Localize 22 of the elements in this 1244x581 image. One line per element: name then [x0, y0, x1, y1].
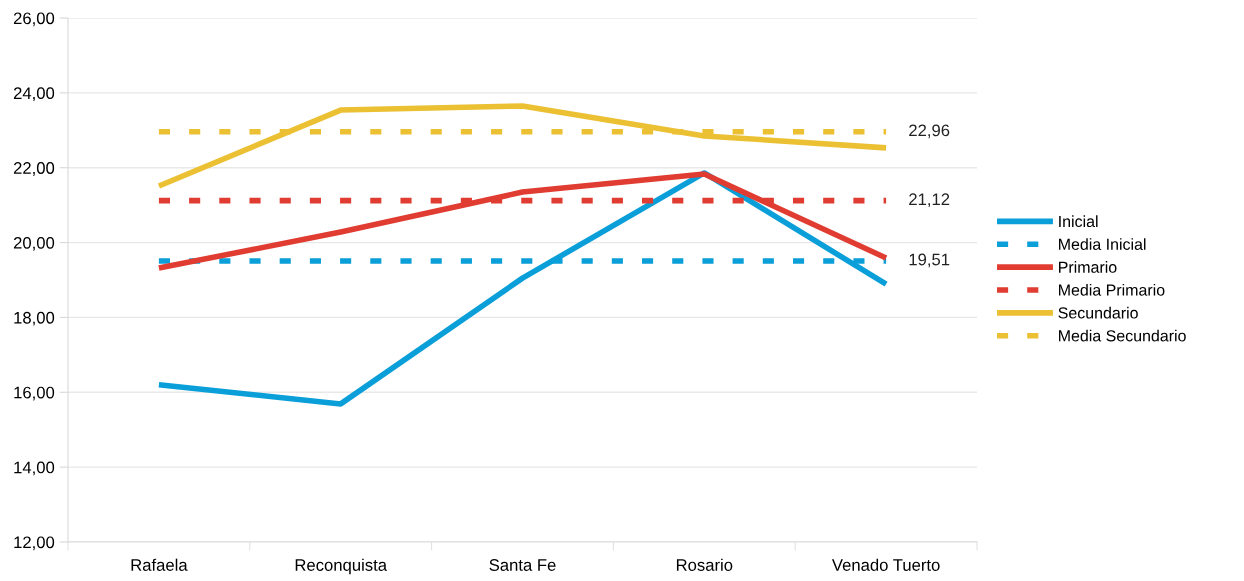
x-tick-label: Rosario: [676, 558, 733, 571]
legend-label: Inicial: [1059, 215, 1098, 228]
legend-label: Media Primario: [1059, 283, 1165, 296]
y-tick-label: 22,00: [13, 162, 55, 176]
data-label: 21,12: [909, 193, 950, 208]
legend-label: Media Inicial: [1059, 238, 1146, 250]
x-tick-label: Venado Tuerto: [831, 558, 940, 571]
legend-label: Media Secundario: [1059, 329, 1186, 342]
data-label: 22,96: [909, 124, 950, 139]
x-tick-label: Santa Fe: [489, 559, 556, 571]
y-tick-label: 12,00: [14, 536, 55, 551]
x-tick-label: Rafaela: [131, 558, 188, 571]
y-tick-label: 26,00: [13, 12, 55, 27]
x-tick-label: Reconquista: [295, 558, 388, 575]
y-tick-label: 24,00: [13, 87, 55, 102]
y-tick-label: 16,00: [14, 386, 55, 401]
y-tick-label: 20,00: [13, 236, 55, 251]
data-label: 19,51: [909, 253, 950, 268]
legend-label: Primario: [1059, 261, 1117, 273]
y-tick-label: 14,00: [14, 461, 55, 476]
y-tick-label: 18,00: [14, 311, 55, 326]
legend-label: Secundario: [1058, 306, 1138, 319]
